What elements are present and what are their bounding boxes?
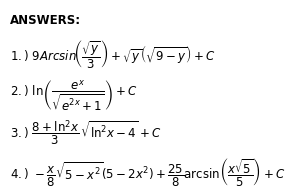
Text: $\mathrm{3.)}\ \dfrac{8+\ln^2\!x}{3}\,\sqrt{\ln^2\!x - 4} + C$: $\mathrm{3.)}\ \dfrac{8+\ln^2\!x}{3}\,\s… bbox=[10, 119, 162, 148]
Text: $\mathrm{4.)}\ -\dfrac{x}{8}\sqrt{5-x^2}(5-2x^2) + \dfrac{25}{8}\arcsin\!\left(\: $\mathrm{4.)}\ -\dfrac{x}{8}\sqrt{5-x^2}… bbox=[10, 156, 286, 188]
Text: $\mathrm{1.)}\ 9Arcsin\!\left(\dfrac{\sqrt{y}}{3}\right) + \sqrt{y}\left(\sqrt{9: $\mathrm{1.)}\ 9Arcsin\!\left(\dfrac{\sq… bbox=[10, 38, 216, 70]
Text: $\mathrm{2.)}\ \ln\!\left(\dfrac{e^{x}}{\sqrt{e^{2x}+1}}\right) + C$: $\mathrm{2.)}\ \ln\!\left(\dfrac{e^{x}}{… bbox=[10, 79, 138, 113]
Text: ANSWERS:: ANSWERS: bbox=[10, 14, 82, 27]
